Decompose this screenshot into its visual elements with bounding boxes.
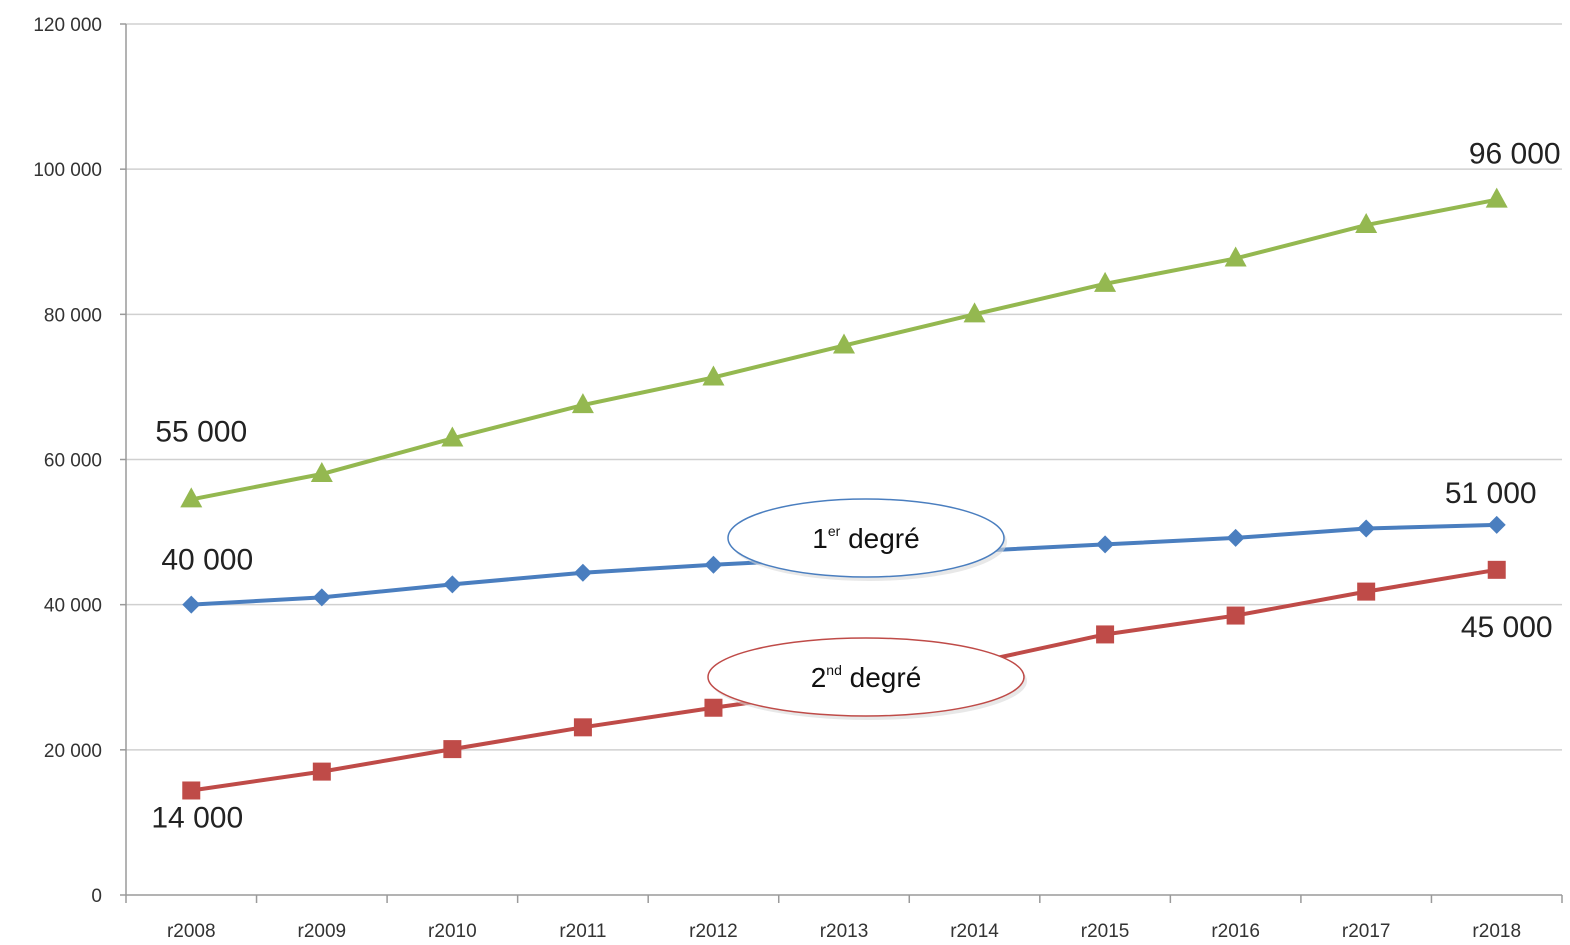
marker-point-total xyxy=(702,365,725,386)
marker-point-total xyxy=(963,302,986,323)
marker-point-second xyxy=(1096,625,1115,644)
callout-bubble xyxy=(727,498,1005,578)
x-tick-label: r2013 xyxy=(820,921,869,940)
marker-point-premier xyxy=(1226,528,1245,547)
callout-label-text: degré xyxy=(842,662,921,693)
marker-point-premier xyxy=(1487,515,1506,534)
callout-label-superscript: er xyxy=(828,523,841,539)
data-label: 45 000 xyxy=(1461,611,1553,644)
x-tick-label: r2018 xyxy=(1472,921,1521,940)
callout-label-superscript: nd xyxy=(826,662,842,678)
y-tick-label: 100 000 xyxy=(33,160,102,181)
y-tick-label: 120 000 xyxy=(33,15,102,36)
callout-premier: 1er degré xyxy=(727,498,1007,581)
marker-point-premier xyxy=(443,575,462,594)
marker-point-total xyxy=(1224,246,1247,267)
marker-point-second xyxy=(1357,582,1376,601)
marker-point-total xyxy=(1485,187,1508,208)
x-tick-label: r2016 xyxy=(1211,921,1260,940)
data-label: 40 000 xyxy=(161,544,253,577)
y-tick-label: 0 xyxy=(91,886,102,907)
marker-point-second xyxy=(704,698,723,717)
callout-label-number: 2 xyxy=(811,662,827,693)
label-layer: 55 000 96 000 40 000 51 000 14 000 45 000 xyxy=(151,138,1560,835)
y-tick-label: 80 000 xyxy=(44,305,102,326)
marker-point-premier xyxy=(704,555,723,574)
x-tick-label: r2009 xyxy=(298,921,347,940)
y-tick-label: 40 000 xyxy=(44,596,102,617)
axis-layer: 0 20 000 40 000 60 000 80 000 100 000 120 000 r… xyxy=(33,15,1563,942)
x-tick-label: r2008 xyxy=(167,921,216,940)
marker-point-second xyxy=(182,781,201,800)
marker-point-premier xyxy=(1357,519,1376,538)
x-tick-label: r2015 xyxy=(1081,921,1130,940)
marker-point-second xyxy=(312,762,331,781)
x-tick-label: r2010 xyxy=(428,921,477,940)
callout-label: 2nd degré xyxy=(811,662,922,693)
callout-label-number: 1 xyxy=(812,523,828,554)
callout-label-text: degré xyxy=(840,523,919,554)
marker-point-premier xyxy=(1096,535,1115,554)
marker-point-total xyxy=(441,426,464,447)
x-tick-label: r2012 xyxy=(689,921,738,940)
marker-point-total xyxy=(310,462,333,483)
marker-point-second xyxy=(443,740,462,759)
data-label: 55 000 xyxy=(155,415,247,448)
marker-point-total xyxy=(1094,271,1117,292)
marker-point-total xyxy=(571,393,594,414)
callout-label: 1er degré xyxy=(812,523,919,554)
marker-point-total xyxy=(180,487,203,508)
marker-point-premier xyxy=(182,595,201,614)
grid-layer xyxy=(126,23,1562,751)
callout-second: 2nd degré xyxy=(707,637,1027,720)
data-label: 96 000 xyxy=(1469,138,1561,171)
marker-point-second xyxy=(573,718,592,737)
data-label: 51 000 xyxy=(1445,477,1537,510)
marker-point-total xyxy=(833,333,855,354)
marker-point-second xyxy=(1226,606,1245,625)
marker-point-premier xyxy=(573,563,592,582)
y-tick-label: 20 000 xyxy=(44,741,102,762)
marker-point-second xyxy=(1487,560,1506,579)
x-tick-label: r2014 xyxy=(950,921,999,940)
marker-point-premier xyxy=(312,588,331,607)
x-tick-label: r2017 xyxy=(1342,921,1391,940)
callout-bubble xyxy=(707,637,1025,717)
data-label: 14 000 xyxy=(151,801,243,834)
marker-point-total xyxy=(1355,213,1378,234)
x-tick-label: r2011 xyxy=(559,921,606,940)
y-tick-label: 60 000 xyxy=(44,451,102,472)
